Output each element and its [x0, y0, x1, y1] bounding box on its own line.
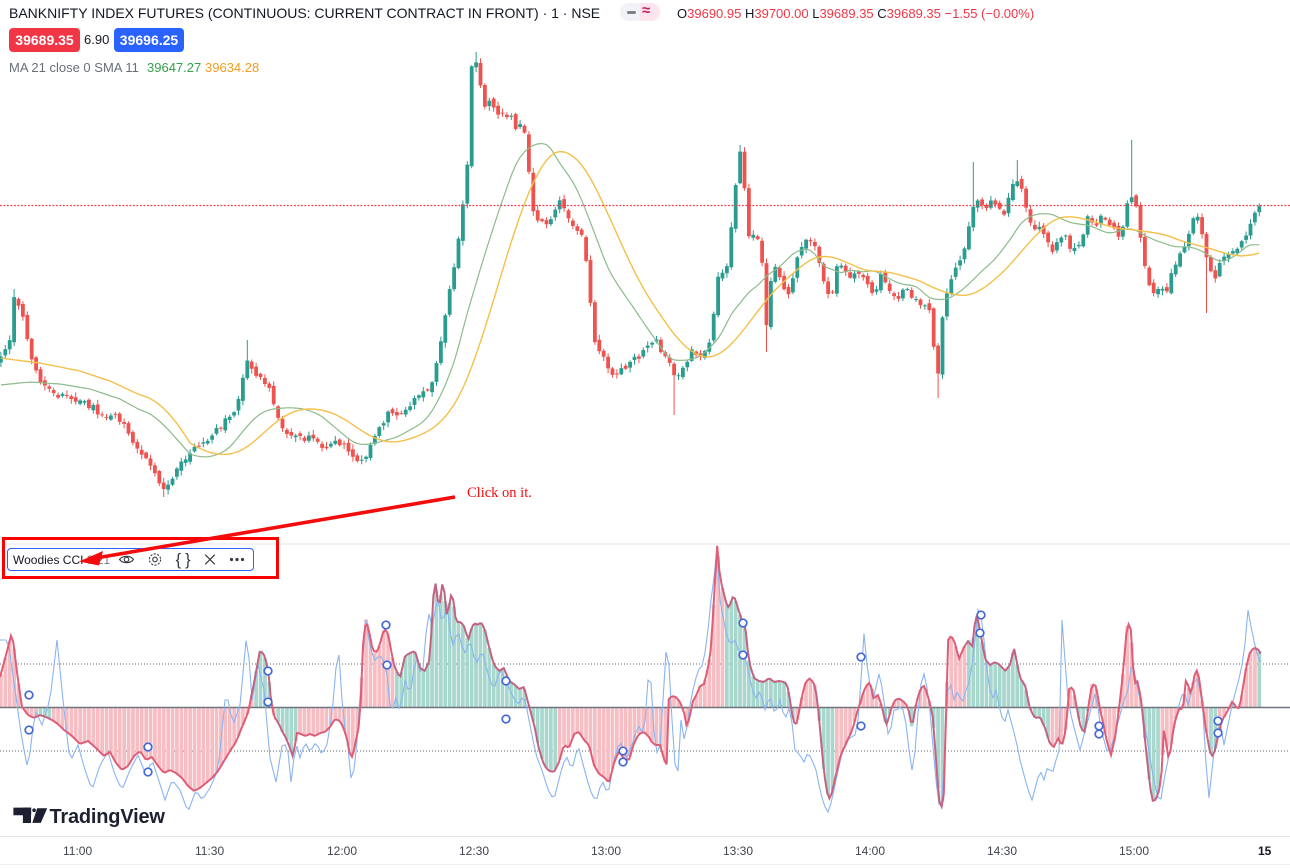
svg-text:{: { [176, 551, 182, 569]
svg-text:}: } [185, 551, 191, 569]
svg-text:TradingView: TradingView [50, 806, 166, 828]
